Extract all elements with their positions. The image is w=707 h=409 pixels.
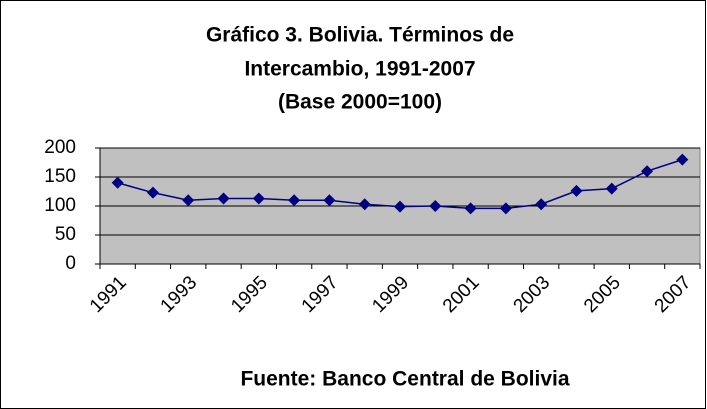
marker — [217, 192, 230, 205]
chart-title: Gráfico 3. Bolivia. Términos de — [206, 24, 514, 47]
source: Fuente: Banco Central de Bolivia — [240, 368, 569, 391]
marker — [429, 200, 442, 212]
marker — [146, 186, 159, 199]
marker — [358, 198, 371, 211]
y-tick-label: 150 — [44, 166, 76, 187]
marker — [323, 194, 336, 207]
marker — [111, 176, 124, 189]
marker — [570, 184, 583, 197]
marker — [641, 165, 654, 178]
chart-title: (Base 2000=100) — [278, 91, 442, 114]
y-tick-label: 200 — [44, 137, 76, 158]
y-tick-label: 0 — [65, 253, 76, 274]
y-tick-label: 100 — [44, 195, 76, 216]
marker — [605, 182, 618, 195]
marker — [394, 200, 406, 213]
marker — [182, 194, 195, 207]
y-tick-label: 50 — [55, 224, 76, 245]
marker — [252, 192, 265, 205]
chart-title: Intercambio, 1991-2007 — [244, 58, 475, 81]
marker — [499, 202, 512, 215]
marker — [535, 198, 548, 211]
marker — [464, 202, 477, 215]
marker — [676, 153, 689, 166]
marker — [288, 194, 301, 207]
